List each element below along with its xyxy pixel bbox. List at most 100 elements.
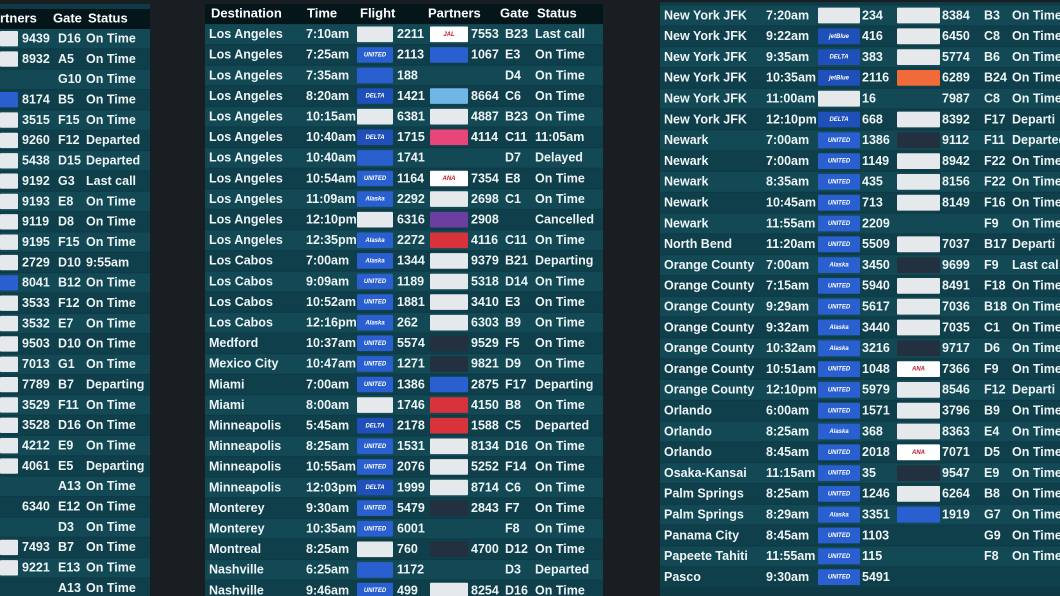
status: On Time [1012, 279, 1060, 293]
destination: New York JFK [664, 71, 747, 85]
airline-logo [357, 170, 393, 187]
partner-logo-text: ANA [442, 176, 456, 182]
airline-logo [0, 560, 18, 576]
destination: Newark [664, 195, 709, 209]
time: 8:45am [766, 528, 809, 542]
status: On Time [1012, 528, 1060, 542]
gate: E9 [58, 438, 73, 452]
airline-logo [818, 402, 860, 419]
partner-logo [430, 294, 468, 310]
airline-logo-text: UNITED [364, 526, 387, 532]
row-stripe [0, 293, 150, 313]
time: 9:29am [766, 299, 809, 313]
airline-logo [357, 150, 393, 166]
row-stripe [0, 29, 150, 49]
partner-logo [430, 88, 468, 104]
destination: Orange County [664, 258, 754, 272]
flight: 1172 [397, 563, 424, 577]
partner-flight: 9821 [471, 357, 499, 371]
airline-logo [357, 541, 393, 558]
row-stripe [0, 497, 150, 517]
partner-flight: 8491 [942, 279, 970, 293]
partner-flight: 3796 [942, 403, 970, 417]
status: On Time [535, 357, 585, 371]
row-stripe [0, 334, 150, 354]
flight: 668 [862, 112, 883, 126]
airline-logo [357, 314, 393, 331]
destination: Orange County [664, 279, 754, 293]
partner-flight: 3532 [22, 316, 50, 330]
airline-logo-text: UNITED [364, 300, 387, 306]
partner-flight: 9547 [942, 466, 970, 480]
airline-logo-text: UNITED [364, 382, 387, 388]
gate: E9 [984, 466, 999, 480]
partner-logo [430, 314, 468, 331]
status: On Time [535, 542, 585, 556]
partner-logo [430, 232, 468, 249]
partner-flight: 2875 [471, 377, 499, 391]
flight: 5979 [862, 383, 890, 397]
partner-logo [897, 506, 940, 523]
airline-logo-text: UNITED [364, 506, 387, 512]
flight: 5479 [397, 501, 425, 515]
partner-logo [897, 236, 940, 253]
destination: Los Angeles [209, 212, 283, 226]
airline-logo [357, 232, 393, 249]
gate: D6 [984, 341, 1000, 355]
row-stripe [0, 436, 150, 456]
partner-flight: 7354 [471, 171, 499, 185]
destination: Newark [664, 133, 709, 147]
airline-logo [818, 486, 860, 502]
flight: 3216 [862, 341, 890, 355]
partner-flight: 1919 [942, 507, 970, 521]
time: 10:40am [306, 151, 356, 165]
status: On Time [1012, 29, 1060, 43]
partner-flight: 7987 [942, 91, 970, 105]
airline-logo [357, 562, 393, 578]
time: 10:51am [766, 362, 816, 376]
status: On Time [1012, 71, 1060, 85]
airline-logo-text: UNITED [828, 471, 851, 477]
airline-logo-text: UNITED [828, 533, 851, 539]
airline-logo [0, 92, 18, 108]
partner-logo [897, 486, 940, 502]
destination: Orange County [664, 383, 754, 397]
gate: E8 [58, 194, 73, 208]
partner-logo [430, 191, 468, 207]
partner-flight: 4150 [471, 398, 499, 412]
partner-flight: 4116 [471, 233, 498, 247]
gate: F9 [984, 258, 999, 272]
row-stripe [205, 168, 603, 189]
partner-logo [897, 49, 940, 65]
gate: F12 [984, 383, 1006, 397]
status: On Time [1012, 362, 1060, 376]
status: On Time [535, 274, 585, 288]
partner-logo [897, 298, 940, 315]
destination: Los Angeles [209, 68, 283, 82]
row-stripe [205, 148, 603, 168]
time: 11:15am [766, 466, 815, 480]
status: On Time [535, 192, 585, 206]
gate: D12 [505, 542, 528, 556]
airline-logo [0, 417, 18, 433]
airline-logo [357, 376, 393, 393]
time: 9:30am [766, 570, 809, 584]
status: On Time [86, 316, 136, 330]
partner-flight: 6264 [942, 487, 970, 501]
gate: E8 [505, 171, 520, 185]
status: On Time [86, 296, 136, 310]
gate: F8 [984, 549, 999, 563]
airline-logo [0, 376, 18, 393]
partner-flight: 4114 [471, 130, 498, 144]
gate: F14 [505, 460, 527, 474]
partner-flight: 4061 [22, 459, 50, 473]
partner-flight: 2908 [471, 212, 499, 226]
gate: B23 [505, 109, 528, 123]
partner-flight: 6340 [22, 500, 50, 514]
airline-logo [357, 500, 393, 516]
destination: Los Angeles [209, 151, 283, 165]
partner-flight: 8149 [942, 195, 970, 209]
status: Departed [86, 154, 140, 168]
destination: Palm Springs [664, 487, 744, 501]
destination: Papeete Tahiti [664, 549, 748, 563]
